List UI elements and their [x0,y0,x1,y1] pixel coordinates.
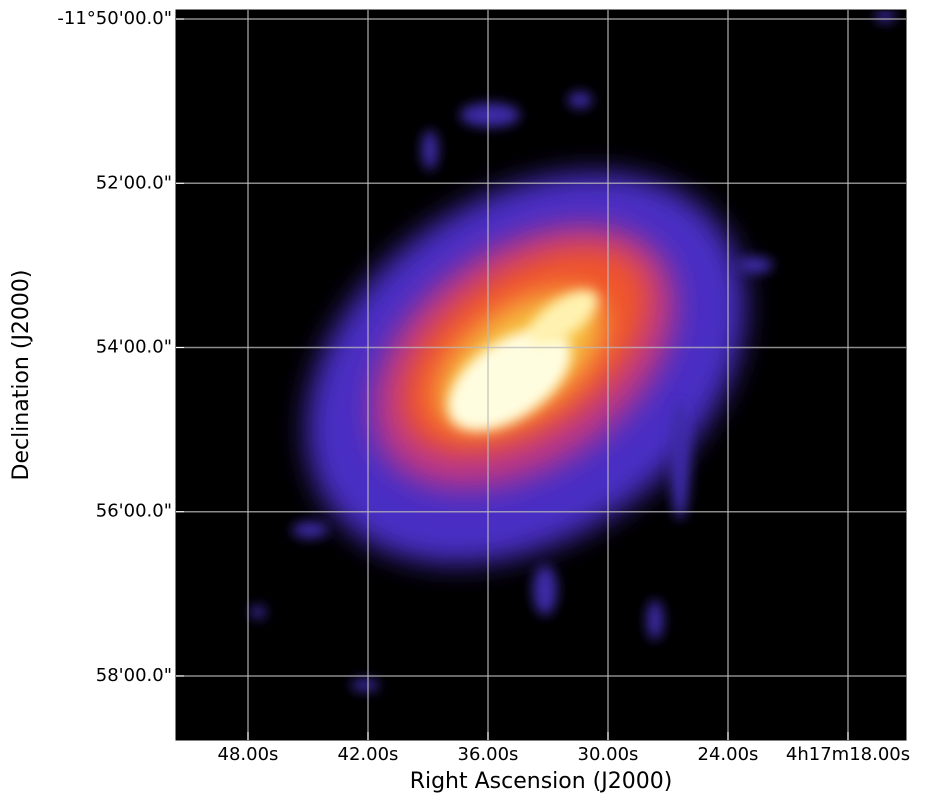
x-tick-label: 36.00s [458,744,519,765]
y-axis-label: Declination (J2000) [9,270,34,481]
x-tick-label: 42.00s [338,744,399,765]
x-axis-label: Right Ascension (J2000) [410,769,673,794]
plot-frame [175,9,907,741]
x-tick-label: 4h17m18.00s [786,744,910,765]
sky-image [176,10,906,740]
y-tick-label: 56'00.0" [96,501,172,522]
x-tick-label: 30.00s [578,744,639,765]
y-tick-label: 54'00.0" [96,336,172,357]
y-tick-label: -11°50'00.0" [57,8,172,29]
x-tick-label: 48.00s [218,744,279,765]
y-tick-label: 52'00.0" [96,172,172,193]
x-tick-label: 24.00s [698,744,759,765]
y-tick-label: 58'00.0" [96,665,172,686]
